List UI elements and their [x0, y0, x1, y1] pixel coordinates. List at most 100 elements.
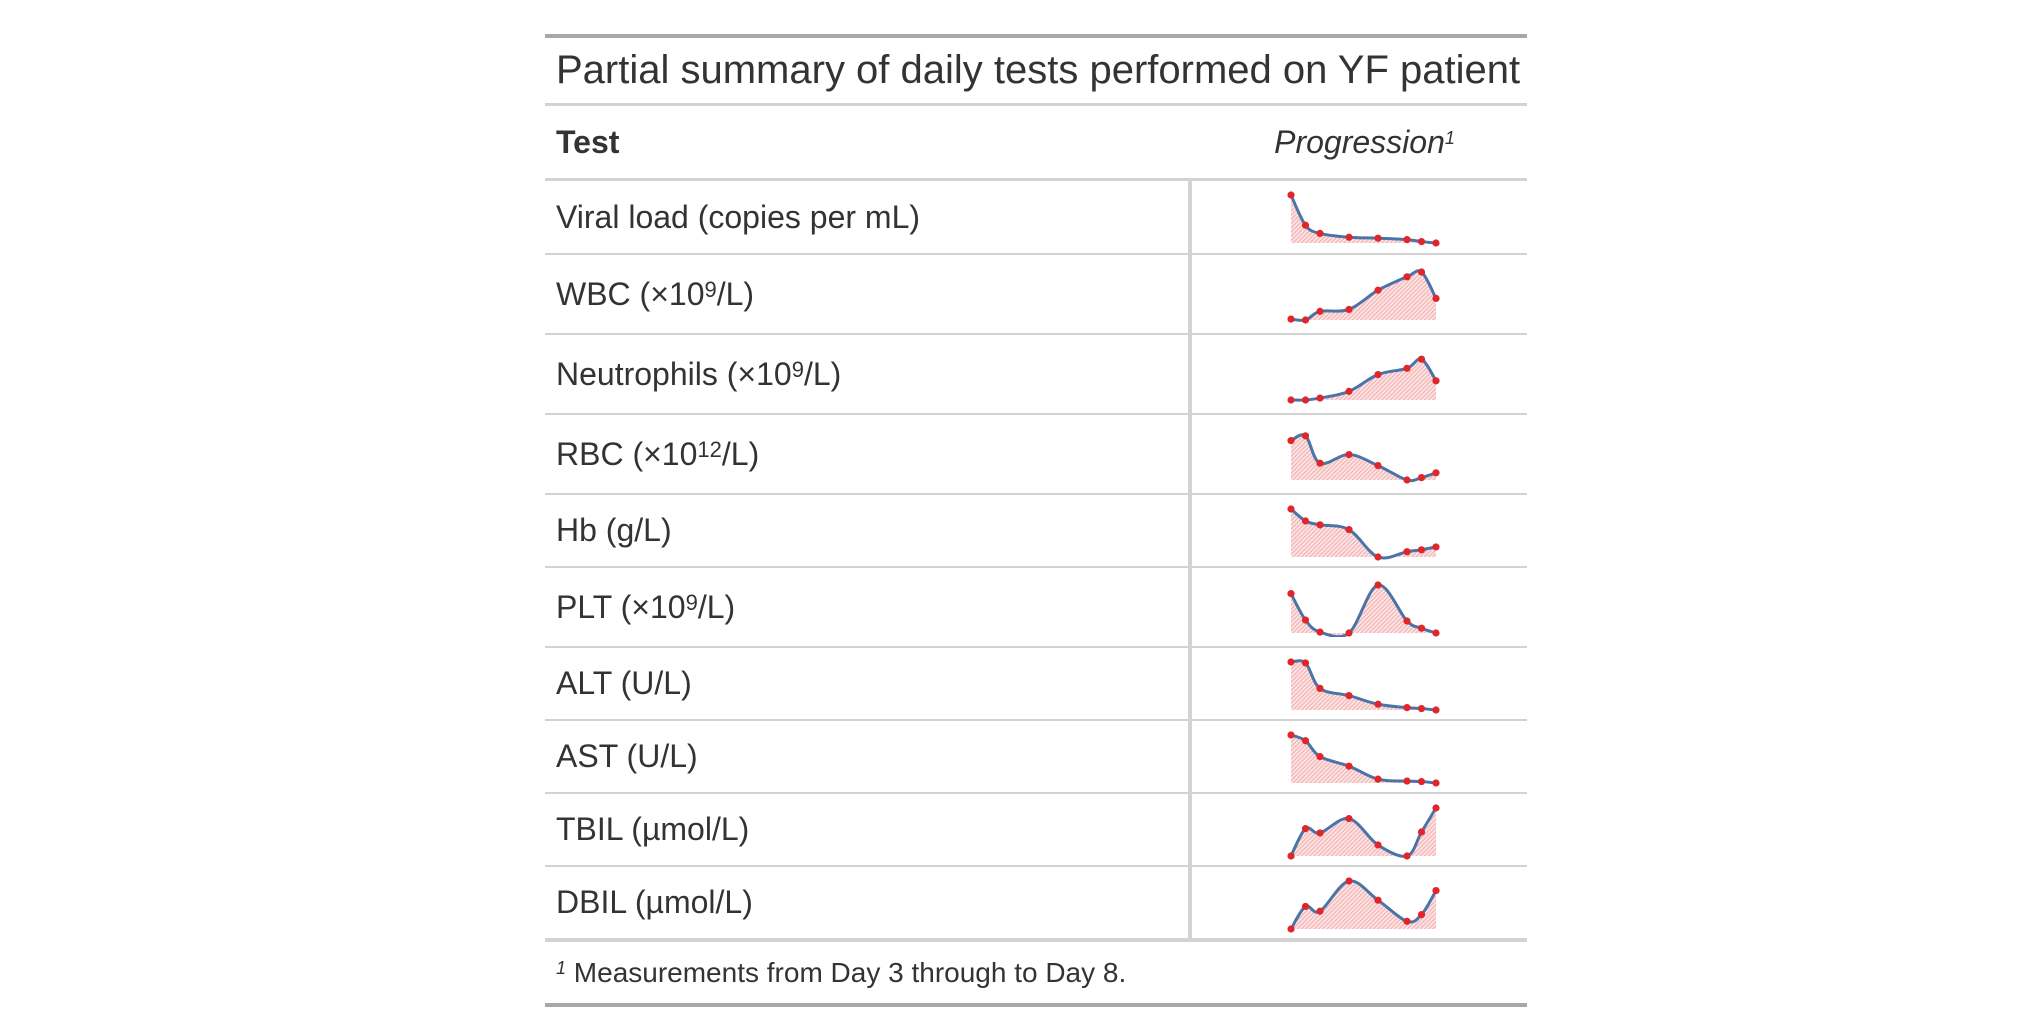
sparkline-point — [1402, 364, 1411, 372]
table-row: Hb (g/L) — [545, 495, 1527, 568]
sparkline-area — [1290, 880, 1436, 929]
sparkline-point — [1344, 876, 1353, 885]
sparkline-point — [1315, 628, 1324, 636]
sparkline-point — [1286, 396, 1295, 404]
sparkline-point — [1315, 307, 1324, 315]
unit-exponent: 9 — [685, 590, 698, 615]
sparkline-point — [1402, 617, 1411, 625]
sparkline-point — [1344, 762, 1353, 770]
sparkline-point — [1286, 315, 1295, 323]
sparkline-point — [1402, 851, 1411, 860]
sparkline-point — [1286, 191, 1295, 199]
sparkline-point — [1431, 629, 1440, 637]
progression-cell — [1192, 568, 1527, 646]
sparkline — [1286, 268, 1440, 324]
sparkline — [1286, 657, 1440, 714]
sparkline-point — [1301, 316, 1309, 324]
sparkline-point — [1315, 459, 1324, 467]
test-name-cell: WBC (×10 9/L) — [545, 255, 1192, 333]
sparkline-point — [1417, 545, 1425, 553]
sparkline-point — [1431, 886, 1440, 894]
sparkline-point — [1315, 752, 1324, 760]
sparkline-point — [1315, 828, 1324, 837]
sparkline-point — [1417, 910, 1425, 918]
footnote-text: Measurements from Day 3 through to Day 8… — [573, 956, 1127, 988]
sparkline-point — [1402, 703, 1411, 711]
test-name-cell: Neutrophils (×10 9/L) — [545, 335, 1192, 413]
sparkline — [1286, 730, 1440, 787]
sparkline-area — [1290, 434, 1436, 481]
table-row: DBIL (µmol/L) — [545, 867, 1527, 940]
sparkline-point — [1286, 851, 1295, 860]
test-name-cell: AST (U/L) — [545, 721, 1192, 792]
test-name-cell: PLT (×10 9/L) — [545, 568, 1192, 646]
sparkline-point — [1431, 705, 1440, 714]
unit-exponent: 9 — [791, 357, 804, 382]
sparkline-point — [1344, 305, 1353, 314]
test-name: Viral load (copies per mL) — [556, 198, 921, 235]
sparkline-point — [1301, 616, 1309, 624]
progression-cell — [1192, 867, 1527, 938]
footnote-mark: 1 — [556, 958, 567, 978]
table-row: AST (U/L) — [545, 721, 1527, 794]
sparkline-point — [1301, 902, 1309, 910]
test-name: AST (U/L) — [556, 738, 698, 774]
sparkline-point — [1417, 624, 1425, 632]
sparkline-point — [1344, 691, 1353, 699]
sparkline-point — [1373, 775, 1382, 783]
sparkline-point — [1402, 476, 1411, 484]
sparkline-point — [1286, 924, 1295, 933]
sparkline-point — [1301, 221, 1309, 229]
progression-cell — [1192, 255, 1527, 333]
test-name-cell: Viral load (copies per mL) — [545, 181, 1192, 253]
sparkline-point — [1373, 462, 1382, 470]
sparkline-point — [1315, 229, 1324, 237]
test-name-cell: ALT (U/L) — [545, 648, 1192, 719]
sparkline-point — [1417, 474, 1425, 482]
test-name: RBC (×10 — [556, 435, 698, 472]
unit-tail: /L) — [697, 588, 736, 625]
sparkline-point — [1344, 525, 1353, 533]
sparkline-point — [1373, 234, 1382, 242]
sparkline-point — [1402, 776, 1411, 785]
test-name: ALT (U/L) — [556, 665, 692, 701]
sparkline-point — [1344, 450, 1353, 459]
sparkline-point — [1301, 396, 1309, 404]
test-name-cell: RBC (×10 12/L) — [545, 415, 1192, 493]
test-name-cell: DBIL (µmol/L) — [545, 867, 1192, 938]
sparkline-point — [1431, 377, 1440, 385]
test-name: Neutrophils (×10 — [556, 355, 792, 392]
unit-tail: /L) — [803, 355, 842, 392]
sparkline-point — [1373, 370, 1382, 379]
sparkline-point — [1373, 896, 1382, 904]
test-name: TBIL (µmol/L) — [556, 811, 750, 847]
sparkline-point — [1315, 520, 1324, 528]
table-row: WBC (×10 9/L) — [545, 255, 1527, 335]
sparkline-point — [1417, 827, 1425, 836]
sparkline-point — [1344, 629, 1353, 637]
test-name: DBIL (µmol/L) — [556, 884, 753, 920]
sparkline — [1286, 504, 1440, 561]
test-name: Hb (g/L) — [556, 512, 672, 548]
sparkline-point — [1301, 736, 1309, 744]
bottom-rule — [545, 1003, 1527, 1007]
progression-cell — [1192, 495, 1527, 566]
sparkline-area — [1290, 358, 1436, 401]
sparkline-area — [1290, 195, 1436, 243]
sparkline-point — [1373, 840, 1382, 849]
progression-cell — [1192, 721, 1527, 792]
table-row: TBIL (µmol/L) — [545, 794, 1527, 867]
unit-exponent: 9 — [704, 277, 717, 302]
unit-exponent: 12 — [697, 437, 722, 462]
sparkline-point — [1301, 658, 1309, 667]
progression-label: Progression — [1274, 123, 1445, 160]
sparkline-point — [1417, 355, 1425, 363]
sparkline-point — [1417, 704, 1425, 712]
test-name-cell: Hb (g/L) — [545, 495, 1192, 566]
sparkline — [1286, 191, 1440, 247]
sparkline — [1286, 803, 1440, 860]
test-name: PLT (×10 — [556, 588, 686, 625]
sparkline-point — [1315, 394, 1324, 402]
top-rule — [545, 34, 1527, 38]
sparkline — [1286, 581, 1440, 637]
